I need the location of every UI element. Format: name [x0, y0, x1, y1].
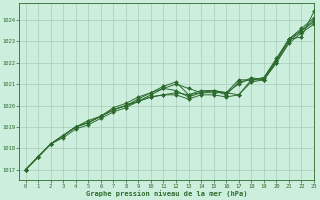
- X-axis label: Graphe pression niveau de la mer (hPa): Graphe pression niveau de la mer (hPa): [86, 190, 247, 197]
